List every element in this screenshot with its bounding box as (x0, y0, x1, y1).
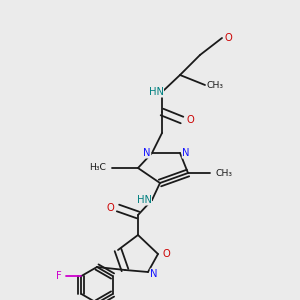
Text: O: O (186, 115, 194, 125)
Text: O: O (224, 33, 232, 43)
Text: F: F (56, 271, 61, 281)
Text: O: O (162, 249, 170, 259)
Text: H₃C: H₃C (89, 164, 106, 172)
Text: CH₃: CH₃ (215, 169, 232, 178)
Text: N: N (143, 148, 151, 158)
Text: N: N (150, 269, 158, 279)
Text: HN: HN (136, 195, 152, 205)
Text: CH₃: CH₃ (206, 80, 224, 89)
Text: N: N (182, 148, 190, 158)
Text: HN: HN (148, 87, 164, 97)
Text: O: O (106, 203, 114, 213)
